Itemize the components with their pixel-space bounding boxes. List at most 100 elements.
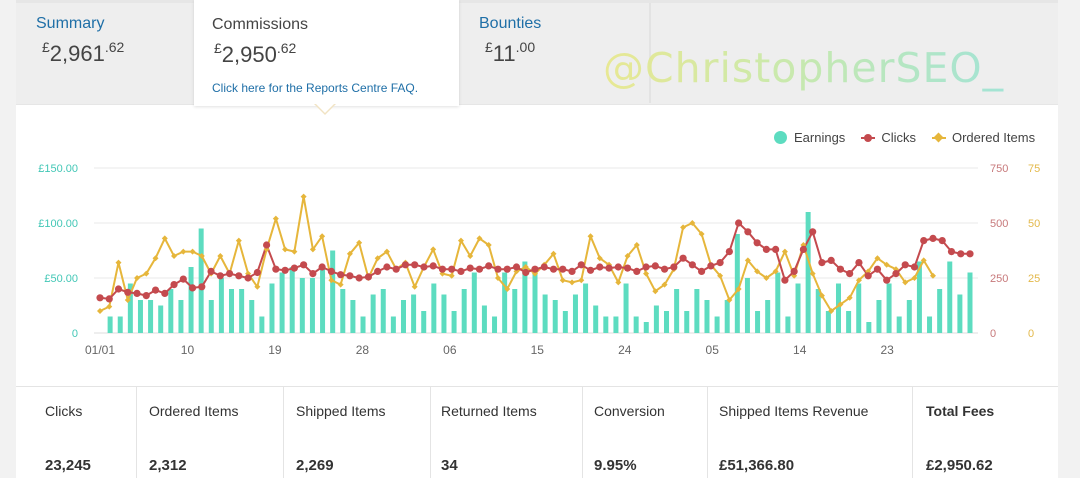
ordered-items-point	[596, 255, 603, 262]
clicks-point	[836, 265, 845, 273]
legend-item-ordered-items[interactable]: Ordered Items	[931, 130, 1035, 145]
earnings-bar	[856, 283, 862, 333]
earnings-bar	[289, 267, 295, 333]
ordered-items-point	[171, 253, 178, 259]
earnings-bar	[471, 272, 477, 333]
legend-item-clicks[interactable]: Clicks	[861, 130, 916, 145]
clicks-point	[374, 267, 382, 275]
tab-bounties-title: Bounties	[479, 15, 542, 32]
earnings-bar	[492, 316, 498, 333]
stat-value: £2,950.62	[926, 457, 993, 474]
earnings-bar	[461, 289, 467, 333]
ordered-items-point	[744, 257, 751, 264]
ordered-items-point	[180, 248, 187, 255]
tab-summary[interactable]: Summary £2,961.62	[36, 3, 206, 104]
tab-commissions-title: Commissions	[212, 16, 309, 33]
ordered-items-point	[374, 255, 381, 262]
y-right-clicks-tick-label: 250	[990, 273, 1008, 285]
clicks-point	[161, 289, 169, 297]
x-tick-label: 23	[880, 343, 894, 357]
earnings-bar	[380, 289, 386, 333]
earnings-bar	[552, 300, 558, 333]
amount-whole: 2,950	[221, 42, 277, 67]
reports-faq-link[interactable]: Click here for the Reports Centre FAQ.	[212, 81, 419, 95]
ordered-items-point	[494, 275, 501, 281]
earnings-bar	[299, 278, 305, 333]
clicks-point	[466, 264, 474, 272]
earnings-bar	[734, 234, 740, 333]
y-left-tick-label: £150.00	[38, 163, 78, 175]
clicks-point	[253, 268, 261, 277]
earnings-bar	[967, 272, 973, 333]
earnings-bar	[846, 311, 852, 333]
ordered-items-point	[837, 301, 844, 308]
earnings-bar	[350, 300, 356, 333]
clicks-point	[309, 270, 317, 278]
legend-swatch-clicks	[861, 132, 876, 144]
ordered-items-point	[846, 294, 853, 301]
ordered-items-point	[106, 303, 113, 310]
tab-summary-amount: £2,961.62	[42, 39, 124, 67]
clicks-point	[772, 245, 780, 253]
clicks-point	[494, 265, 502, 273]
ordered-items-point	[911, 275, 918, 281]
ordered-items-point	[235, 237, 242, 244]
clicks-point	[577, 261, 585, 269]
earnings-bar	[714, 316, 720, 333]
clicks-point	[633, 267, 641, 275]
earnings-bar	[481, 305, 487, 333]
clicks-point	[503, 265, 511, 273]
ordered-items-point	[902, 279, 909, 286]
ordered-items-point	[643, 270, 650, 277]
y-right-items-tick-label: 50	[1028, 218, 1040, 230]
ordered-items-point	[467, 253, 474, 259]
earnings-bar	[208, 300, 214, 333]
tab-bounties[interactable]: Bounties £11.00	[479, 3, 629, 104]
stat-value: 2,269	[296, 457, 334, 474]
earnings-bar	[279, 272, 285, 333]
stat-label: Shipped Items Revenue	[719, 403, 869, 419]
ordered-items-point	[624, 253, 631, 259]
ordered-items-point	[124, 297, 131, 303]
y-right-items-tick-label: 0	[1028, 328, 1034, 340]
x-tick-label: 19	[268, 343, 282, 357]
stat-label: Clicks	[45, 403, 83, 419]
clicks-point	[438, 265, 447, 273]
ordered-items-point	[254, 283, 261, 290]
ordered-items-point	[282, 246, 289, 253]
earnings-bar	[835, 283, 841, 333]
tab-bounties-amount: £11.00	[485, 39, 535, 67]
clicks-point	[327, 267, 335, 275]
clicks-point	[281, 266, 289, 274]
earnings-bar	[309, 278, 315, 333]
clicks-point	[929, 234, 937, 242]
earnings-bar	[937, 289, 943, 333]
chart-legend: Earnings Clicks Ordered Items	[774, 130, 1035, 145]
currency-symbol: £	[485, 39, 493, 55]
ordered-items-point	[735, 286, 742, 292]
clicks-point	[188, 284, 197, 292]
clicks-point	[753, 239, 761, 247]
earnings-bar	[259, 316, 265, 333]
earnings-bar	[127, 283, 133, 333]
ordered-items-point	[772, 268, 779, 275]
legend-item-earnings[interactable]: Earnings	[774, 130, 845, 145]
earnings-bar	[805, 212, 811, 333]
ordered-items-point	[97, 308, 103, 314]
tab-commissions[interactable]: Commissions £2,950.62 Click here for the…	[194, 0, 459, 106]
clicks-point	[660, 265, 669, 273]
clicks-point	[420, 263, 428, 271]
clicks-point	[781, 276, 789, 284]
ordered-items-point	[726, 297, 733, 303]
chart-panel	[16, 104, 1058, 386]
earnings-bar	[360, 316, 366, 333]
ordered-items-point	[929, 272, 936, 279]
clicks-point	[725, 248, 733, 256]
x-tick-label: 10	[181, 343, 195, 357]
ordered-items-point	[717, 272, 724, 279]
ordered-items-point	[134, 275, 141, 281]
clicks-point	[383, 263, 391, 271]
earnings-bar	[785, 316, 791, 333]
clicks-point	[623, 264, 632, 272]
